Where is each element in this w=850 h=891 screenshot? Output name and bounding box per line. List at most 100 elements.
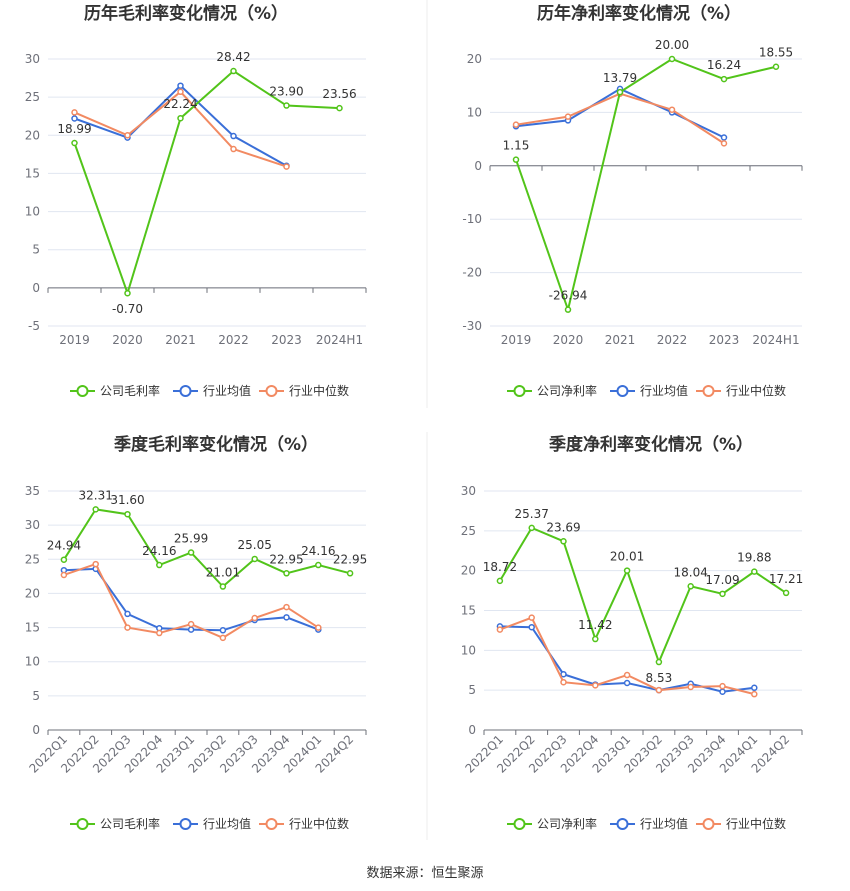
data-label: 20.01	[610, 550, 644, 564]
data-point	[219, 583, 227, 590]
data-point	[751, 568, 758, 575]
data-point	[71, 109, 78, 116]
y-tick-label: 30	[25, 52, 40, 66]
y-tick-label: 0	[468, 723, 476, 737]
legend-item: 行业均值	[173, 383, 251, 398]
chart-title: 历年毛利率变化情况（%）	[84, 3, 288, 24]
data-point	[496, 577, 504, 585]
chart-title: 历年净利率变化情况（%）	[537, 3, 741, 24]
data-point	[564, 306, 572, 313]
data-point	[187, 549, 195, 556]
y-tick-label: 15	[461, 604, 476, 618]
data-label: 20.00	[655, 38, 689, 52]
x-tick-label: 2024H1	[316, 333, 363, 347]
y-tick-label: -20	[462, 266, 482, 280]
data-point	[177, 114, 184, 122]
y-tick-label: 20	[461, 564, 476, 578]
y-tick-label: 30	[25, 518, 40, 532]
legend-marker-icon	[265, 385, 278, 397]
data-point	[283, 163, 290, 170]
data-label: 19.88	[737, 551, 771, 565]
y-tick-label: 20	[25, 128, 40, 142]
legend: 公司净利率 行业均值 行业中位数	[507, 383, 786, 398]
y-tick-label: 20	[467, 52, 482, 66]
series-line	[515, 57, 777, 314]
data-point	[719, 590, 726, 598]
data-point	[315, 561, 322, 569]
y-tick-label: 10	[467, 105, 482, 119]
data-label: 17.09	[705, 573, 739, 587]
legend-item: 公司净利率	[507, 383, 597, 398]
y-tick-label: 0	[32, 281, 40, 295]
data-point	[71, 139, 78, 147]
legend-item: 行业中位数	[259, 383, 349, 398]
legend: 公司毛利率 行业均值 行业中位数	[70, 383, 349, 398]
legend-label: 行业均值	[640, 816, 688, 831]
data-point	[512, 121, 520, 128]
data-label: 23.56	[322, 87, 356, 101]
data-point	[655, 686, 663, 694]
data-point	[60, 571, 68, 579]
legend-marker-icon	[76, 385, 89, 397]
y-tick-label: 0	[474, 159, 482, 173]
data-point	[219, 634, 227, 642]
y-tick-label: 10	[25, 655, 40, 669]
data-point	[187, 626, 195, 633]
data-point	[124, 289, 131, 297]
y-tick-label: -30	[462, 319, 482, 333]
y-tick-label: 35	[25, 484, 40, 498]
data-label: 21.01	[206, 566, 240, 580]
series-line	[499, 526, 787, 665]
data-point	[751, 690, 758, 698]
legend-item: 行业中位数	[696, 383, 786, 398]
data-point	[719, 688, 726, 696]
legend-label: 行业中位数	[726, 383, 786, 398]
y-tick-label: 25	[461, 524, 476, 538]
legend-label: 行业均值	[203, 383, 251, 398]
series-line	[515, 92, 725, 145]
data-point	[782, 589, 790, 597]
chart-1: 历年毛利率变化情况（%） -5 0 5 10 15 20 25 30 2019 2020 2021 20…	[25, 3, 367, 398]
y-tick-label: 25	[25, 552, 40, 566]
x-tick-label: 2023	[709, 333, 740, 347]
legend-item: 行业中位数	[696, 816, 786, 831]
data-point	[564, 113, 572, 120]
data-label: 25.37	[515, 507, 549, 521]
series-line	[63, 508, 351, 588]
legend-marker-icon	[513, 385, 526, 397]
data-point	[719, 682, 726, 690]
x-tick-label: 2023	[271, 333, 302, 347]
data-point	[751, 684, 758, 692]
data-label: 22.95	[333, 552, 367, 566]
data-point	[560, 670, 567, 678]
legend-item: 公司毛利率	[70, 383, 160, 398]
data-label: 25.05	[238, 538, 272, 552]
legend-label: 公司净利率	[537, 383, 597, 398]
chart-4: 季度净利率变化情况（%）0510152025302022Q12022Q22022…	[461, 434, 804, 831]
legend-label: 行业中位数	[289, 383, 349, 398]
data-point	[283, 614, 290, 621]
legend-marker-icon	[616, 385, 629, 397]
chart-title: 季度毛利率变化情况（%）	[114, 434, 318, 455]
legend-label: 公司毛利率	[100, 816, 160, 831]
legend-label: 公司净利率	[537, 816, 597, 831]
data-point	[283, 603, 290, 611]
legend-label: 公司毛利率	[100, 383, 160, 398]
data-label: 18.55	[759, 46, 793, 60]
data-point	[230, 132, 237, 140]
data-point	[283, 570, 290, 577]
legend-item: 行业均值	[610, 816, 688, 831]
legend-marker-icon	[702, 385, 715, 397]
data-source-note: 数据来源：恒生聚源	[366, 866, 484, 881]
data-label: 24.16	[142, 544, 176, 558]
data-point	[655, 658, 663, 666]
data-point	[124, 624, 131, 631]
x-tick-label: 2022	[218, 333, 249, 347]
data-label: 25.99	[174, 532, 208, 546]
data-point	[772, 63, 780, 70]
legend-marker-icon	[179, 818, 192, 830]
data-point	[560, 538, 567, 545]
y-tick-label: 30	[461, 484, 476, 498]
data-point	[346, 570, 354, 577]
legend: 公司毛利率 行业均值 行业中位数	[70, 816, 349, 831]
